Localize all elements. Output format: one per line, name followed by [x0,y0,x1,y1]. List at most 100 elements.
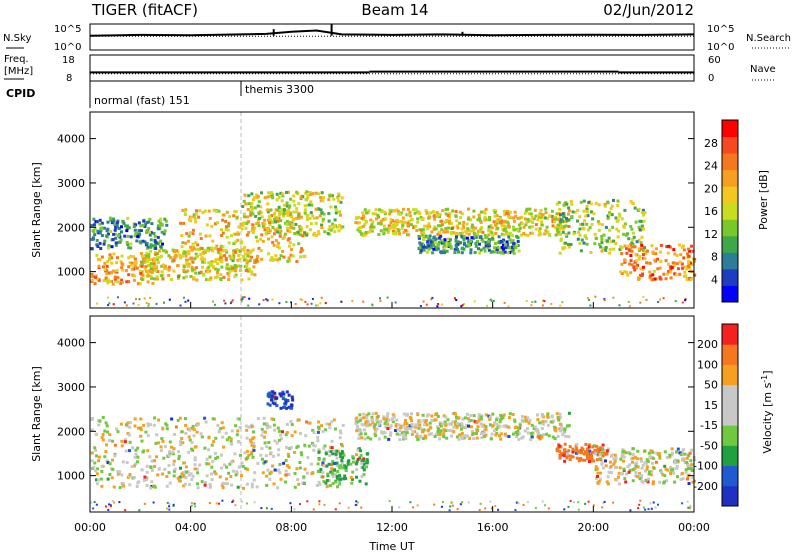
echo-cell [134,452,138,456]
echo-cell [188,428,192,432]
echo-cell [159,449,163,453]
echo-cell [287,209,291,212]
echo-cell [281,249,284,253]
echo-cell [347,459,351,463]
scatter-cell [105,505,107,508]
echo-cell [193,445,197,449]
echo-cell [432,236,436,239]
echo-cell [548,214,552,218]
echo-cell [484,427,488,431]
echo-cell [383,421,387,425]
echo-cell [243,215,247,219]
echo-cell [190,478,194,481]
echo-cell [615,227,619,231]
echo-cell [193,467,197,471]
echo-cell [268,220,271,224]
echo-cell [340,461,344,464]
echo-cell [332,449,336,453]
echo-cell [105,229,109,233]
echo-cell [629,254,633,257]
echo-cell [488,218,491,222]
echo-cell [668,453,672,457]
echo-cell [645,249,649,253]
echo-cell [439,234,443,238]
echo-cell [213,470,217,474]
echo-cell [313,231,317,235]
echo-cell [598,477,602,481]
scatter-cell [166,501,169,504]
echo-cell [537,431,541,435]
echo-cell [335,461,339,465]
echo-cell [158,255,162,259]
echo-cell [311,214,315,218]
echo-cell [165,427,169,431]
echo-cell [460,427,463,431]
echo-cell [377,437,381,441]
echo-cell [161,277,165,281]
echo-cell [113,228,117,232]
scatter-cell [494,505,497,507]
scatter-cell [214,303,216,306]
echo-cell [106,246,110,250]
echo-cell [611,225,615,229]
echo-cell [127,256,131,260]
echo-cell [355,475,358,479]
echo-cell [173,249,177,253]
echo-cell [282,203,286,207]
echo-cell [149,466,153,469]
echo-cell [662,481,666,485]
echo-cell [266,195,270,199]
echo-cell [462,220,466,224]
echo-cell [173,467,177,471]
echo-cell [292,199,296,203]
echo-cell [257,200,261,204]
echo-cell [214,456,218,460]
echo-cell [207,265,211,269]
echo-cell [262,422,266,426]
echo-cell [586,447,590,451]
echo-cell [268,477,272,481]
echo-cell [571,450,575,454]
echo-cell [145,242,149,246]
echo-cell [594,201,598,205]
echo-cell [623,259,627,263]
scatter-cell [106,296,109,299]
echo-cell [508,238,512,242]
echo-cell [376,213,380,217]
echo-cell [555,212,559,216]
echo-cell [133,455,137,459]
echo-cell [444,208,448,211]
echo-cell [286,259,290,263]
echo-cell [663,464,667,468]
echo-cell [331,482,335,486]
echo-cell [333,230,337,234]
echo-cell [246,254,250,258]
scatter-cell [107,304,110,307]
echo-cell [668,455,672,459]
echo-cell [338,474,341,478]
echo-cell [165,423,169,427]
echo-cell [471,432,475,436]
echo-cell [631,238,635,241]
scatter-cell [289,502,292,505]
echo-cell [316,430,320,434]
echo-cell [317,450,321,454]
echo-cell [312,443,315,447]
echo-cell [528,225,532,229]
scatter-cell [265,298,268,301]
echo-cell [163,467,167,471]
echo-cell [301,481,305,485]
echo-cell [675,467,679,470]
echo-cell [238,465,242,469]
echo-cell [637,257,641,261]
echo-cell [422,248,426,252]
scatter-cell [642,295,645,298]
echo-cell [481,239,485,243]
echo-cell [161,472,165,476]
echo-cell [214,258,218,262]
echo-cell [605,452,608,456]
echo-cell [425,246,429,250]
echo-cell [237,417,241,421]
echo-cell [279,191,283,195]
